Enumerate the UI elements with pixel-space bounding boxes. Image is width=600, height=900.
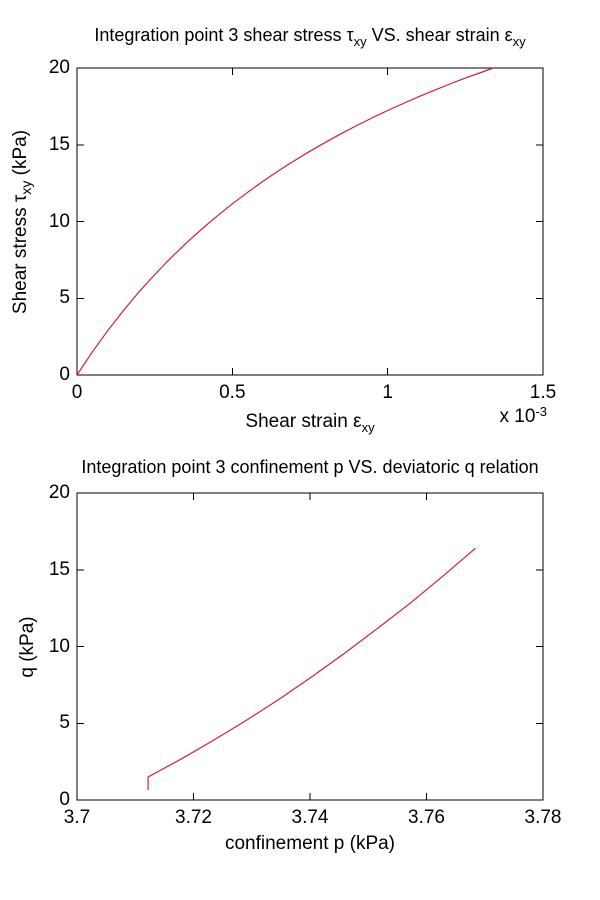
y-tick-label: 5 <box>59 287 70 309</box>
y-tick-label: 20 <box>48 57 70 78</box>
label-text: τ <box>10 194 31 202</box>
x-tick-label: 1 <box>382 382 393 403</box>
subscript-text: xy <box>353 34 367 49</box>
y-tick-label: 15 <box>48 133 70 155</box>
y-tick-label: 0 <box>59 789 70 810</box>
y-tick-label: 0 <box>59 364 70 385</box>
label-text: τ <box>346 25 354 45</box>
y-tick-label: 5 <box>59 712 70 734</box>
top-x-axis-label: Shear strain εxy <box>245 411 375 435</box>
label-text: x 10 <box>499 406 536 427</box>
label-text: VS. shear strain <box>366 25 505 45</box>
y-tick-label: 15 <box>48 558 70 580</box>
subscript-text: xy <box>18 181 34 195</box>
top-chart-title: Integration point 3 shear stress τxy VS.… <box>94 25 525 48</box>
x-tick-label: 1.5 <box>529 382 557 403</box>
label-text: Integration point 3 confinement p VS. de… <box>81 457 539 477</box>
plot-box <box>76 67 544 376</box>
x-tick-label: 3.7 <box>63 807 91 828</box>
y-axis-label: Shear stress τxy (kPa) <box>10 130 34 314</box>
label-text: q (kPa) <box>17 616 38 677</box>
x-tick-label: 3.78 <box>524 807 562 828</box>
x-tick-label: 0.5 <box>219 382 246 403</box>
x-tick-label: 3.72 <box>175 807 212 828</box>
bottom-x-axis-label: confinement p (kPa) <box>225 834 395 854</box>
data-curve <box>76 67 494 376</box>
y-tick-label: 10 <box>48 210 70 232</box>
label-text: ε <box>504 25 513 45</box>
bottom-chart-title: Integration point 3 confinement p VS. de… <box>81 457 538 477</box>
x-tick-label: 0 <box>71 382 83 403</box>
x-axis-exponent-label: x 10-3 <box>499 404 547 427</box>
y-axis-label: q (kPa) <box>17 616 38 677</box>
x-tick-label: 3.74 <box>291 807 329 828</box>
data-curve <box>147 547 476 790</box>
plot-box <box>76 492 544 801</box>
subscript-text: xy <box>512 34 526 49</box>
label-text: Shear stress <box>10 202 31 314</box>
label-text: ε <box>353 411 362 432</box>
subscript-text: xy <box>361 420 375 435</box>
x-tick-label: 3.76 <box>408 807 445 828</box>
y-tick-label: 20 <box>48 482 70 503</box>
y-tick-label: 10 <box>48 635 70 657</box>
label-text: (kPa) <box>10 130 31 181</box>
superscript-text: -3 <box>535 404 547 419</box>
label-text: confinement p (kPa) <box>224 833 396 854</box>
label-text: Shear strain <box>245 411 354 432</box>
label-text: Integration point 3 shear stress <box>94 25 347 45</box>
